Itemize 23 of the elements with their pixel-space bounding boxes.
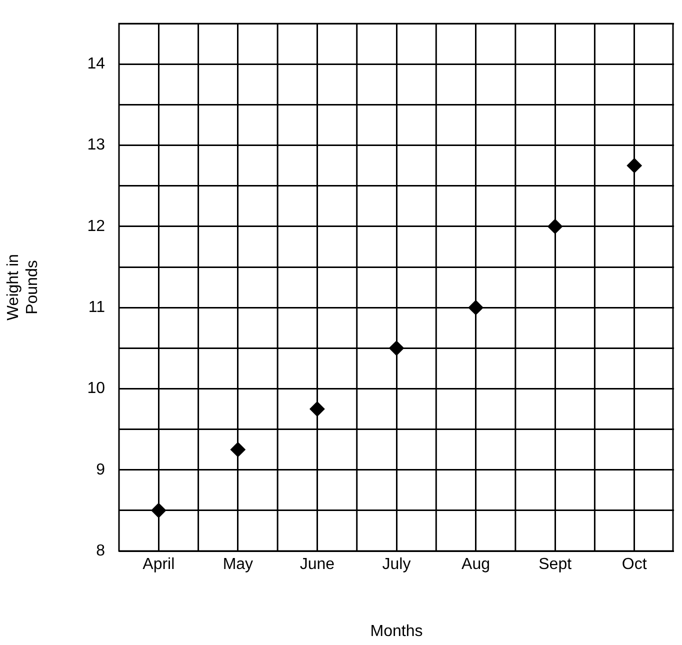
- y-tick-label: 11: [88, 298, 106, 316]
- point: [310, 402, 325, 417]
- x-tick-label: July: [382, 556, 411, 574]
- x-tick-label: May: [222, 556, 254, 574]
- x-tick-label: Sept: [538, 556, 572, 574]
- point: [548, 218, 563, 234]
- y-tick-label: 12: [87, 218, 106, 235]
- x-tick-label: Oct: [622, 556, 648, 574]
- point: [626, 158, 642, 174]
- x-axis-title: Months: [370, 622, 423, 640]
- y-tick-label: 14: [87, 56, 106, 73]
- point: [389, 340, 404, 356]
- y-tick-label: 10: [87, 380, 106, 398]
- x-tick-label: Aug: [462, 556, 490, 574]
- y-tick-label: 8: [96, 542, 106, 560]
- y-tick-label: 9: [96, 461, 106, 478]
- x-tick-label: April: [142, 556, 175, 574]
- point: [151, 502, 166, 518]
- y-axis-title: Weight in Pounds: [5, 254, 42, 321]
- x-tick-label: June: [300, 556, 335, 574]
- y-tick-label: 13: [87, 136, 106, 154]
- point: [230, 442, 246, 458]
- point: [468, 300, 484, 316]
